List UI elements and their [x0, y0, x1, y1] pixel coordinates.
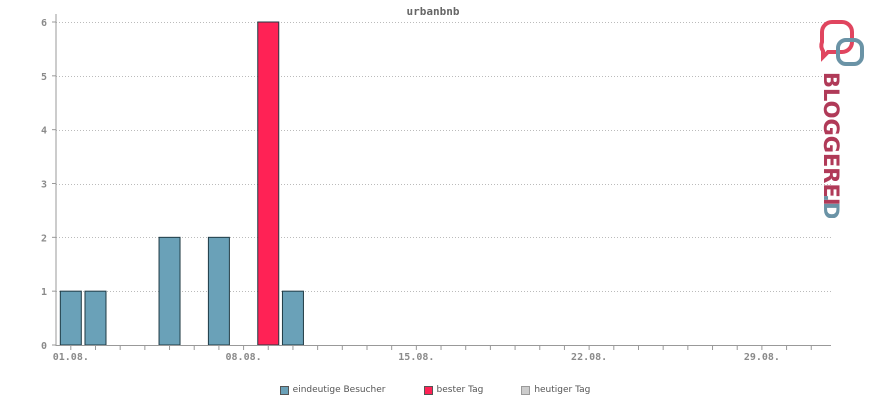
- x-tick-label: 29.08.: [744, 352, 780, 363]
- bars: [59, 21, 304, 346]
- bar: [158, 236, 181, 346]
- x-tick-label: 22.08.: [571, 352, 607, 363]
- x-tick-label: 08.08.: [226, 352, 262, 363]
- bar: [207, 236, 230, 346]
- y-tick-label: 1: [41, 287, 47, 298]
- legend-swatch: [279, 385, 289, 395]
- y-tick-label: 6: [41, 18, 47, 29]
- logo-text-suffix: .DE: [819, 194, 843, 218]
- y-ticks: 0 1 2 3 4 5 6: [41, 18, 56, 352]
- legend-label: bester Tag: [436, 385, 484, 395]
- legend: eindeutige Besucher bester Tag heutiger …: [0, 385, 870, 395]
- legend-item-unique-visitors: eindeutige Besucher: [279, 385, 386, 395]
- grid: [56, 22, 831, 292]
- legend-label: heutiger Tag: [534, 385, 591, 395]
- y-tick-label: 4: [41, 126, 47, 137]
- chart-title: urbanbnb: [407, 5, 460, 18]
- bar: [281, 290, 304, 346]
- bar: [84, 290, 107, 346]
- y-tick-label: 2: [41, 233, 47, 244]
- x-tick-label: 15.08.: [398, 352, 434, 363]
- y-tick-label: 0: [41, 341, 47, 352]
- speech-bubbles-icon: [819, 20, 864, 66]
- bar: [59, 290, 82, 346]
- y-tick-label: 3: [41, 180, 47, 191]
- bar: [257, 21, 280, 346]
- legend-swatch: [423, 385, 433, 395]
- y-tick-label: 5: [41, 72, 47, 83]
- bloggerei-logo: BLOGGEREI .DE: [819, 20, 864, 218]
- legend-item-best-day: bester Tag: [423, 385, 484, 395]
- legend-item-today: heutiger Tag: [521, 385, 590, 395]
- x-tick-label: 01.08.: [53, 352, 89, 363]
- x-ticks: 01.08. 08.08. 15.08. 22.08. 29.08.: [53, 345, 812, 363]
- logo-text-main: BLOGGEREI: [819, 72, 843, 206]
- legend-label: eindeutige Besucher: [292, 385, 386, 395]
- legend-swatch: [521, 385, 531, 395]
